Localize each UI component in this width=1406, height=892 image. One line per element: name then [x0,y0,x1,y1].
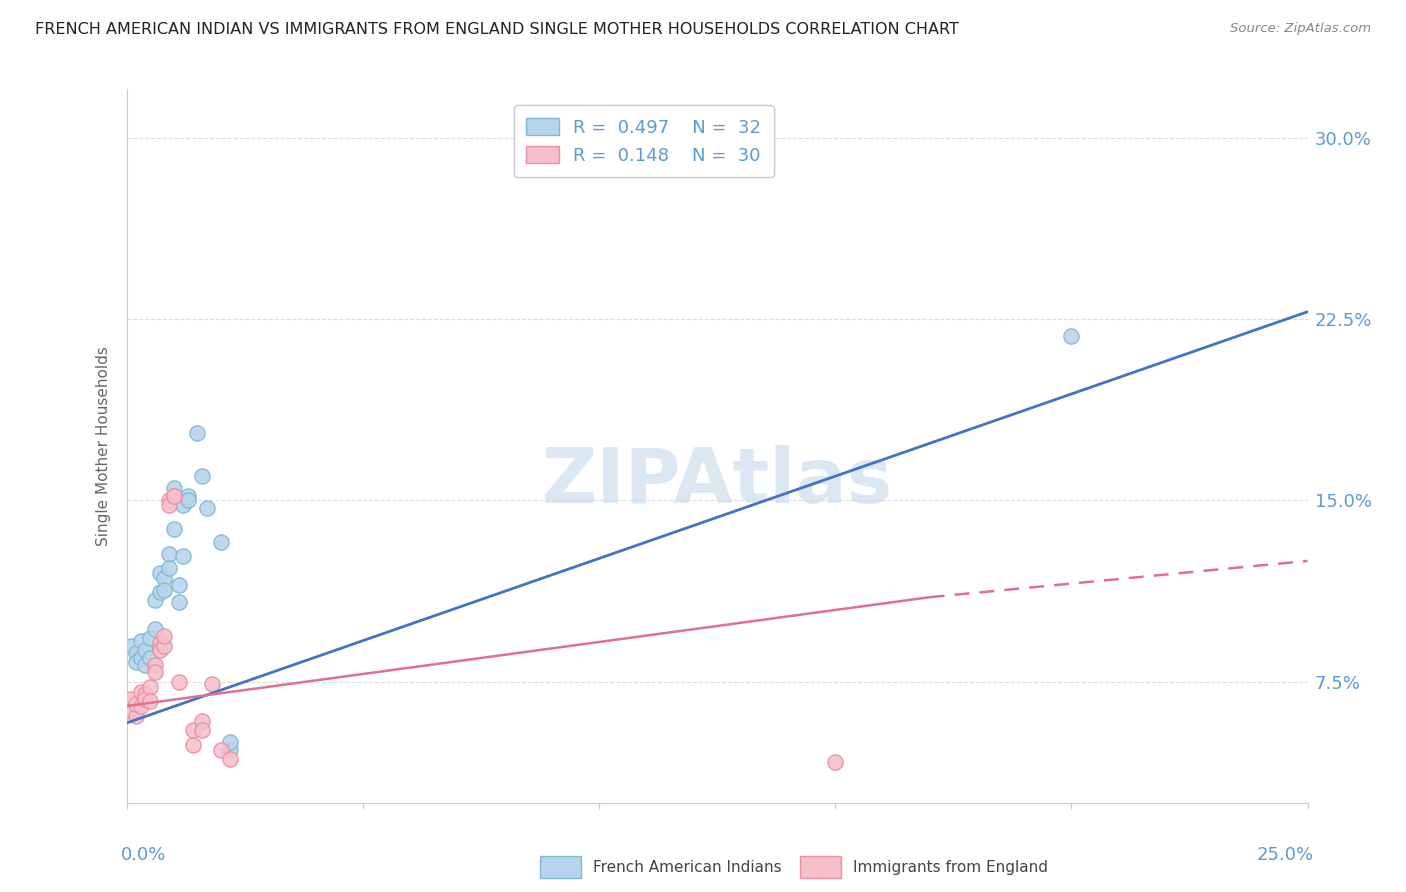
Point [125,646,148,660]
Point [129,633,152,648]
Point [219,735,242,749]
Point [172,498,194,512]
Point [177,489,200,503]
Text: Immigrants from England: Immigrants from England [853,860,1047,874]
Point [181,738,204,752]
Point [129,684,152,698]
Point [209,742,232,756]
Point [129,699,152,714]
Point [157,493,180,508]
Point [153,639,176,653]
Point [219,752,242,766]
Point [167,674,190,689]
Point [191,469,214,483]
Point [149,643,172,657]
Point [143,592,166,607]
Point [824,755,846,769]
Point [163,523,186,537]
Text: FRENCH AMERICAN INDIAN VS IMMIGRANTS FROM ENGLAND SINGLE MOTHER HOUSEHOLDS CORRE: FRENCH AMERICAN INDIAN VS IMMIGRANTS FRO… [35,22,959,37]
Point [200,677,222,691]
Point [177,493,200,508]
Bar [800,856,841,878]
Point [706,844,728,858]
Text: 25.0%: 25.0% [1257,846,1313,863]
Point [143,622,166,636]
Text: ZIPAtlas: ZIPAtlas [541,445,893,518]
Point [157,561,180,575]
Text: 0.0%: 0.0% [121,846,166,863]
Text: French American Indians: French American Indians [593,860,782,874]
Point [149,636,172,650]
Point [219,742,242,756]
Point [134,643,156,657]
Point [157,547,180,561]
Point [163,489,186,503]
Point [153,582,176,597]
Point [186,425,208,440]
Point [153,629,176,643]
Point [163,489,186,503]
Point [191,714,214,728]
Text: Source: ZipAtlas.com: Source: ZipAtlas.com [1230,22,1371,36]
Point [120,691,142,706]
Point [139,650,162,665]
Point [191,723,214,738]
Point [143,657,166,672]
Point [134,691,156,706]
Point [120,704,142,718]
Point [125,697,148,711]
Point [125,656,148,670]
Point [134,657,156,672]
Point [143,665,166,680]
Point [163,481,186,495]
Point [167,578,190,592]
Legend: R =  0.497    N =  32, R =  0.148    N =  30: R = 0.497 N = 32, R = 0.148 N = 30 [513,105,773,178]
Point [125,708,148,723]
Point [129,650,152,665]
Bar [540,856,581,878]
Point [149,566,172,580]
Point [209,534,232,549]
Point [1060,329,1083,343]
Point [153,571,176,585]
Point [120,639,142,653]
Point [139,632,162,646]
Point [195,500,218,515]
Point [181,723,204,738]
Point [167,595,190,609]
Point [134,687,156,701]
Point [157,498,180,512]
Point [149,585,172,599]
Y-axis label: Single Mother Households: Single Mother Households [96,346,111,546]
Point [139,680,162,694]
Point [139,694,162,708]
Point [172,549,194,563]
